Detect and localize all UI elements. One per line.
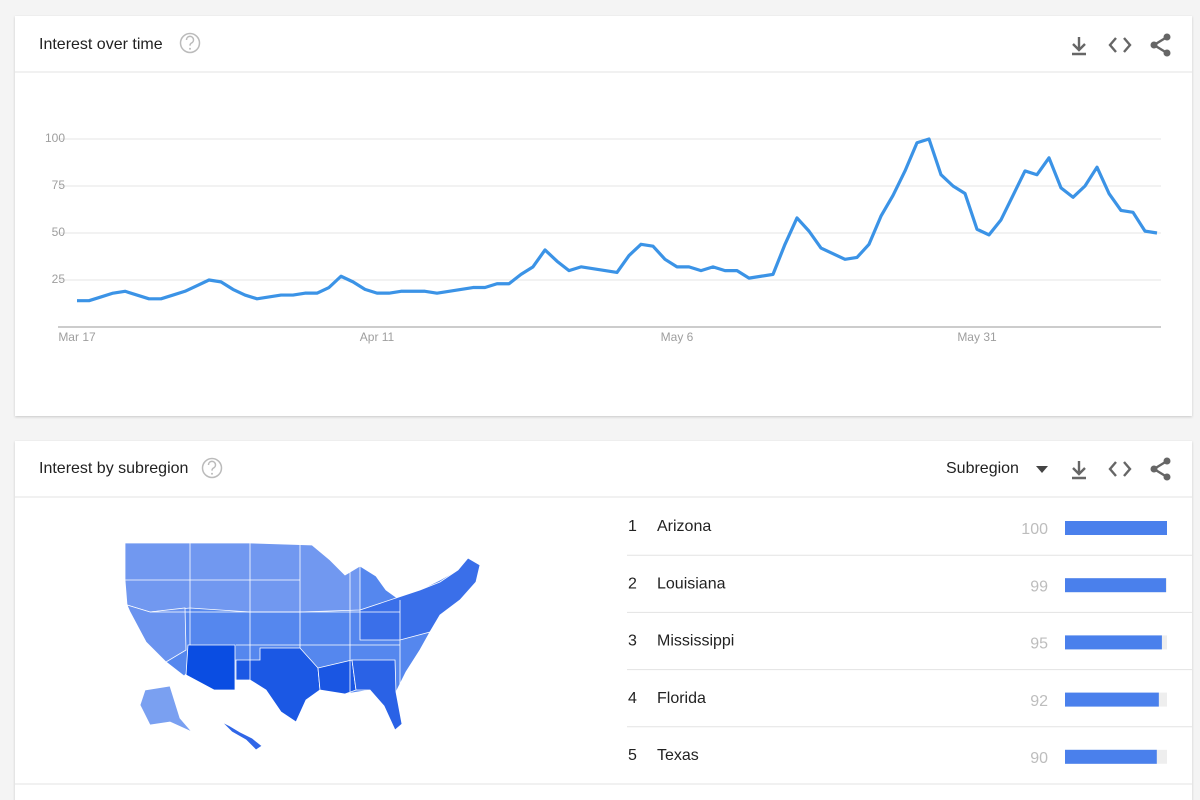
- value-label: 92: [1030, 693, 1048, 710]
- x-tick-label: May 31: [957, 330, 997, 344]
- y-tick-label: 100: [45, 131, 65, 145]
- bar: [1065, 749, 1157, 764]
- download-icon[interactable]: [1072, 461, 1086, 480]
- bar: [1065, 692, 1159, 707]
- rank: 2: [628, 575, 637, 592]
- rank: 1: [628, 518, 637, 535]
- y-tick-label: 50: [52, 225, 66, 239]
- rank: 3: [628, 633, 637, 650]
- data-line: [77, 137, 1158, 303]
- dropdown[interactable]: Subregion: [946, 460, 1048, 477]
- region-name[interactable]: Florida: [657, 690, 706, 707]
- y-tick-label: 75: [52, 178, 66, 192]
- dropdown-label[interactable]: Subregion: [946, 460, 1019, 477]
- value-label: 99: [1030, 578, 1048, 595]
- download-icon[interactable]: [1072, 37, 1086, 56]
- share-icon[interactable]: [1150, 457, 1171, 481]
- x-tick-label: May 6: [661, 330, 694, 344]
- bar: [1065, 521, 1167, 535]
- region-name[interactable]: Arizona: [657, 518, 711, 535]
- region-name[interactable]: Texas: [657, 747, 699, 764]
- value-label: 90: [1030, 750, 1048, 767]
- share-icon[interactable]: [1150, 33, 1171, 57]
- embed-icon[interactable]: [1108, 461, 1132, 477]
- x-tick-label: Apr 11: [360, 330, 395, 344]
- help-icon[interactable]: [201, 457, 223, 479]
- card-title: Interest by subregion: [39, 460, 188, 477]
- region-name[interactable]: Louisiana: [657, 575, 726, 592]
- us-map[interactable]: [124, 542, 481, 751]
- value-label: 100: [1021, 521, 1048, 538]
- rank: 4: [628, 690, 637, 707]
- help-icon[interactable]: [179, 32, 201, 54]
- bar: [1065, 578, 1166, 593]
- card-title: Interest over time: [39, 36, 163, 53]
- line-chart: 25 50 75 100 Mar 17 Apr 11 May 6 May 31: [45, 131, 1161, 344]
- value-label: 95: [1030, 636, 1048, 653]
- x-tick-label: Mar 17: [58, 330, 96, 344]
- y-tick-label: 25: [52, 272, 66, 286]
- region-name[interactable]: Mississippi: [657, 633, 734, 650]
- bar: [1065, 635, 1162, 650]
- ranked-list: 1 Arizona 100 2 Louisiana 99 3 Mississippi 95 4 Fl…: [627, 518, 1192, 767]
- rank: 5: [628, 747, 637, 764]
- embed-icon[interactable]: [1108, 37, 1132, 53]
- card: [15, 16, 1192, 416]
